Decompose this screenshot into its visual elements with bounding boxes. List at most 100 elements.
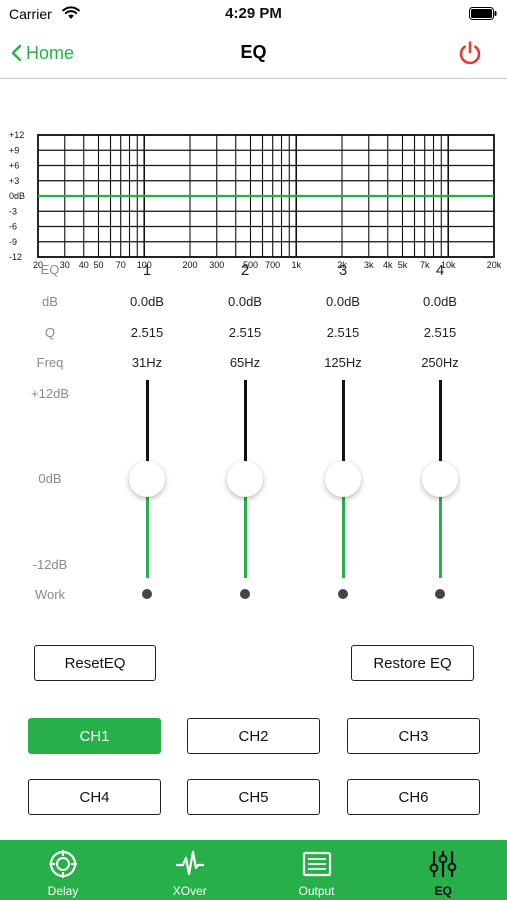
delay-icon: [49, 850, 77, 878]
channel-button-1[interactable]: CH1: [28, 718, 161, 754]
page-title: EQ: [240, 42, 267, 62]
y-tick-label: -9: [9, 237, 17, 247]
slider-track-upper[interactable]: [243, 380, 247, 479]
band-gain-slider-knob[interactable]: [325, 461, 361, 497]
x-tick-label: 5k: [398, 260, 408, 270]
back-label: Home: [26, 42, 75, 63]
battery-icon: [469, 7, 497, 20]
y-tick-label: +3: [9, 176, 19, 186]
slider-track-lower[interactable]: [341, 479, 345, 578]
tab-bar: Delay XOver Output EQ: [0, 840, 507, 900]
eq-row-label: EQ: [40, 262, 60, 277]
chevron-left-icon: [11, 44, 22, 62]
channel-button-4[interactable]: CH4: [28, 779, 161, 815]
tab-eq[interactable]: EQ: [380, 840, 506, 900]
work-toggle-dot[interactable]: [435, 589, 445, 599]
band-gain-slider-knob[interactable]: [422, 461, 458, 497]
band-gain-value[interactable]: 0.0dB: [423, 294, 457, 309]
x-tick-label: 100: [137, 260, 152, 270]
band-q-value[interactable]: 2.515: [326, 325, 360, 340]
channel-button-6[interactable]: CH6: [347, 779, 480, 815]
x-tick-label: 500: [243, 260, 258, 270]
restore-eq-button[interactable]: Restore EQ: [351, 645, 474, 681]
x-tick-label: 200: [182, 260, 197, 270]
x-tick-label: 4k: [383, 260, 393, 270]
carrier-label: Carrier: [9, 6, 52, 22]
x-tick-label: 1k: [291, 260, 301, 270]
db-row-label: dB: [42, 294, 58, 309]
scale-bottom-label: -12dB: [32, 557, 68, 572]
work-toggle-dot[interactable]: [142, 589, 152, 599]
x-tick-label: 50: [93, 260, 103, 270]
reset-eq-button[interactable]: ResetEQ: [34, 645, 156, 681]
band-number[interactable]: 2: [240, 262, 250, 279]
x-tick-label: 30: [60, 260, 70, 270]
channel-button-2[interactable]: CH2: [187, 718, 320, 754]
slider-track-upper[interactable]: [341, 380, 345, 479]
eq-sliders-icon: [429, 851, 457, 877]
eq-response-graph: +12 +9 +6 +3 0dB -3 -6 -9 -12 20 30 40 50 70 100 200 300…: [9, 130, 502, 270]
band-gain-slider-knob[interactable]: [129, 461, 165, 497]
y-tick-label: 0dB: [9, 191, 25, 201]
band-frequency-value[interactable]: 125Hz: [324, 355, 362, 370]
tab-label: Output: [298, 884, 335, 898]
work-toggle-dot[interactable]: [338, 589, 348, 599]
band-frequency-value[interactable]: 250Hz: [421, 355, 459, 370]
band-q-value[interactable]: 2.515: [228, 325, 262, 340]
q-row-label: Q: [44, 325, 56, 340]
back-button[interactable]: Home: [10, 40, 74, 66]
slider-track-lower[interactable]: [438, 479, 442, 578]
freq-row-label: Freq: [36, 355, 64, 370]
work-toggle-dot[interactable]: [240, 589, 250, 599]
band-frequency-value[interactable]: 65Hz: [229, 355, 261, 370]
x-tick-label: 40: [79, 260, 89, 270]
tab-delay[interactable]: Delay: [0, 840, 126, 900]
tab-label: Delay: [47, 884, 79, 898]
power-icon[interactable]: [457, 40, 483, 66]
band-gain-value[interactable]: 0.0dB: [326, 294, 360, 309]
band-gain-value[interactable]: 0.0dB: [228, 294, 262, 309]
slider-track-lower[interactable]: [243, 479, 247, 578]
scale-top-label: +12dB: [31, 386, 69, 401]
slider-track-upper[interactable]: [145, 380, 149, 479]
status-bar: Carrier 4:29 PM: [0, 0, 507, 28]
band-frequency-value[interactable]: 31Hz: [131, 355, 163, 370]
slider-track-lower[interactable]: [145, 479, 149, 578]
band-q-value[interactable]: 2.515: [130, 325, 164, 340]
band-number[interactable]: 3: [338, 262, 348, 279]
tab-output[interactable]: Output: [254, 840, 380, 900]
x-tick-label: 300: [209, 260, 224, 270]
tab-label: EQ: [434, 884, 452, 898]
band-q-value[interactable]: 2.515: [423, 325, 457, 340]
x-tick-label: 10k: [441, 260, 456, 270]
status-time: 4:29 PM: [225, 5, 282, 22]
y-tick-label: -6: [9, 222, 17, 232]
x-tick-label: 70: [116, 260, 126, 270]
band-gain-slider-knob[interactable]: [227, 461, 263, 497]
nav-bar: Home EQ: [0, 28, 507, 79]
xover-icon: [175, 850, 204, 876]
wifi-icon: [62, 6, 80, 19]
y-tick-label: +6: [9, 161, 19, 171]
tab-label: XOver: [172, 884, 207, 898]
tab-xover[interactable]: XOver: [127, 840, 253, 900]
y-tick-label: +9: [9, 145, 19, 155]
output-icon: [302, 851, 331, 877]
channel-button-3[interactable]: CH3: [347, 718, 480, 754]
slider-track-upper[interactable]: [438, 380, 442, 479]
band-gain-value[interactable]: 0.0dB: [130, 294, 164, 309]
scale-mid-label: 0dB: [38, 471, 62, 486]
x-tick-label: 20: [33, 260, 43, 270]
x-tick-label: 7k: [420, 260, 430, 270]
x-tick-label: 20k: [487, 260, 502, 270]
y-tick-label: -3: [9, 206, 17, 216]
y-tick-label: -12: [9, 252, 22, 262]
y-tick-label: +12: [9, 130, 24, 140]
band-number[interactable]: 1: [142, 262, 152, 279]
x-tick-label: 700: [265, 260, 280, 270]
x-tick-label: 2k: [337, 260, 347, 270]
channel-button-5[interactable]: CH5: [187, 779, 320, 815]
x-tick-label: 3k: [364, 260, 374, 270]
work-row-label: Work: [34, 587, 66, 602]
band-number[interactable]: 4: [435, 262, 445, 279]
